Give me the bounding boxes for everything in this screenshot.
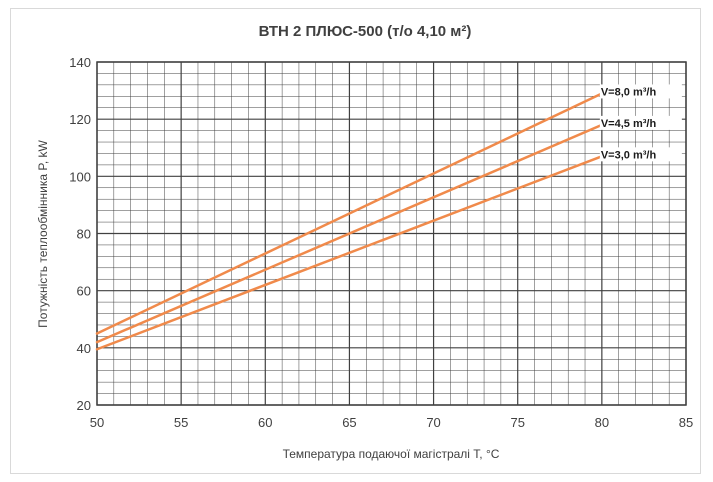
series-label-bg (599, 115, 682, 130)
x-tick-label: 70 (426, 415, 440, 430)
y-tick-label: 60 (77, 284, 91, 299)
plot-border (96, 61, 687, 406)
series-label-bg (599, 147, 682, 162)
y-tick-label: 120 (69, 112, 91, 127)
x-tick-label: 55 (174, 415, 188, 430)
y-tick-label: 40 (77, 341, 91, 356)
series-lines (95, 92, 604, 351)
series-line (95, 155, 604, 351)
x-tick-label: 50 (90, 415, 104, 430)
y-tick-label: 20 (77, 398, 91, 413)
y-tick-label: 140 (69, 55, 91, 70)
y-tick-label: 100 (69, 169, 91, 184)
series-label: V=8,0 m³/h (601, 86, 657, 98)
x-tick-label: 75 (510, 415, 524, 430)
x-axis-label: Температура подаючої магістралі T, °C (283, 447, 500, 461)
series-label: V=4,5 m³/h (601, 118, 657, 130)
series-line (95, 92, 604, 335)
chart-title: ВТН 2 ПЛЮС-500 (т/о 4,10 м²) (259, 23, 472, 40)
series-labels: V=8,0 m³/h V=4,5 m³/h V=3,0 m³/h (599, 84, 682, 162)
series-label-bg (599, 84, 682, 99)
x-tick-label: 80 (595, 415, 609, 430)
x-tick-label: 65 (342, 415, 356, 430)
series-label: V=3,0 m³/h (601, 149, 657, 161)
x-tick-label: 85 (679, 415, 693, 430)
chart-frame (10, 8, 701, 474)
grid (96, 61, 687, 406)
y-tick-label: 80 (77, 227, 91, 242)
tick-labels: 50 55 60 65 70 75 80 85 20 40 60 80 100 120 140 (69, 55, 693, 430)
x-tick-label: 60 (258, 415, 272, 430)
y-axis-label: Потужність теплообмінника P, kW (36, 139, 50, 327)
series-line (95, 123, 604, 344)
